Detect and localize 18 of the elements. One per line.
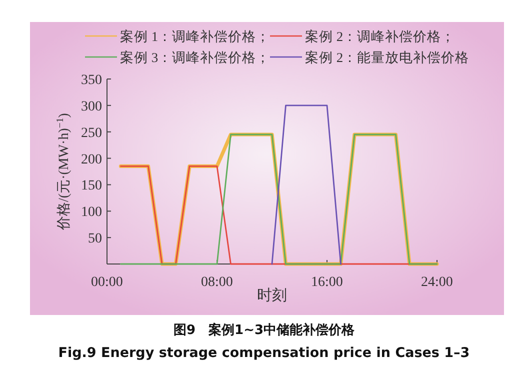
text: Fig.9 Energy storage compensation price in Cases 1–3 xyxy=(58,345,470,361)
y-tick-label: 300 xyxy=(81,99,102,114)
y-tick-label: 50 xyxy=(88,232,102,247)
legend-label: 案例 3：调峰补偿价格； xyxy=(120,49,270,65)
y-tick-label: 350 xyxy=(81,73,102,88)
x-tick-label: 00:00 xyxy=(91,275,123,290)
x-tick-label: 08:00 xyxy=(201,275,233,290)
y-tick-label: 100 xyxy=(81,205,102,220)
legend-label: 案例 2：能量放电补偿价格 xyxy=(305,49,470,65)
y-tick-label: 150 xyxy=(81,178,102,194)
y-tick-label: 250 xyxy=(81,126,102,141)
y-tick-label: 200 xyxy=(81,152,102,168)
legend-label: 案例 1：调峰补偿价格； xyxy=(120,28,270,44)
text: 图9 案例1~3中储能补偿价格 xyxy=(173,322,356,338)
x-axis-title: 时刻 xyxy=(257,287,287,304)
x-tick-label: 16:00 xyxy=(311,275,343,290)
legend-label: 案例 2：调峰补偿价格； xyxy=(305,28,456,44)
x-tick-label: 24:00 xyxy=(421,275,453,290)
